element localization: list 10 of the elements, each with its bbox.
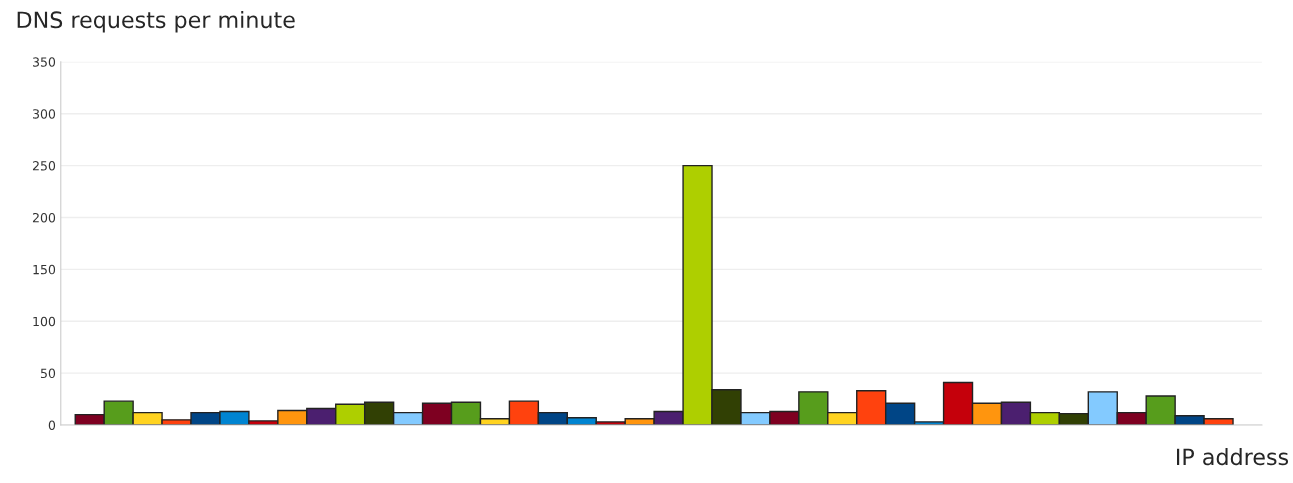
x-axis-title: IP address bbox=[1176, 448, 1289, 466]
y-tick-label: 350 bbox=[33, 57, 56, 67]
y-tick-label: 250 bbox=[32, 161, 56, 171]
y-tick-label: 50 bbox=[40, 368, 56, 379]
y-tick-label: 100 bbox=[33, 316, 56, 327]
y-axis-title: DNS requests per minute bbox=[17, 10, 295, 33]
y-tick-label: 200 bbox=[32, 212, 56, 223]
y-tick-label: 150 bbox=[33, 264, 56, 275]
y-tick-label: 0 bbox=[48, 420, 56, 430]
y-tick-label: 300 bbox=[33, 109, 56, 119]
